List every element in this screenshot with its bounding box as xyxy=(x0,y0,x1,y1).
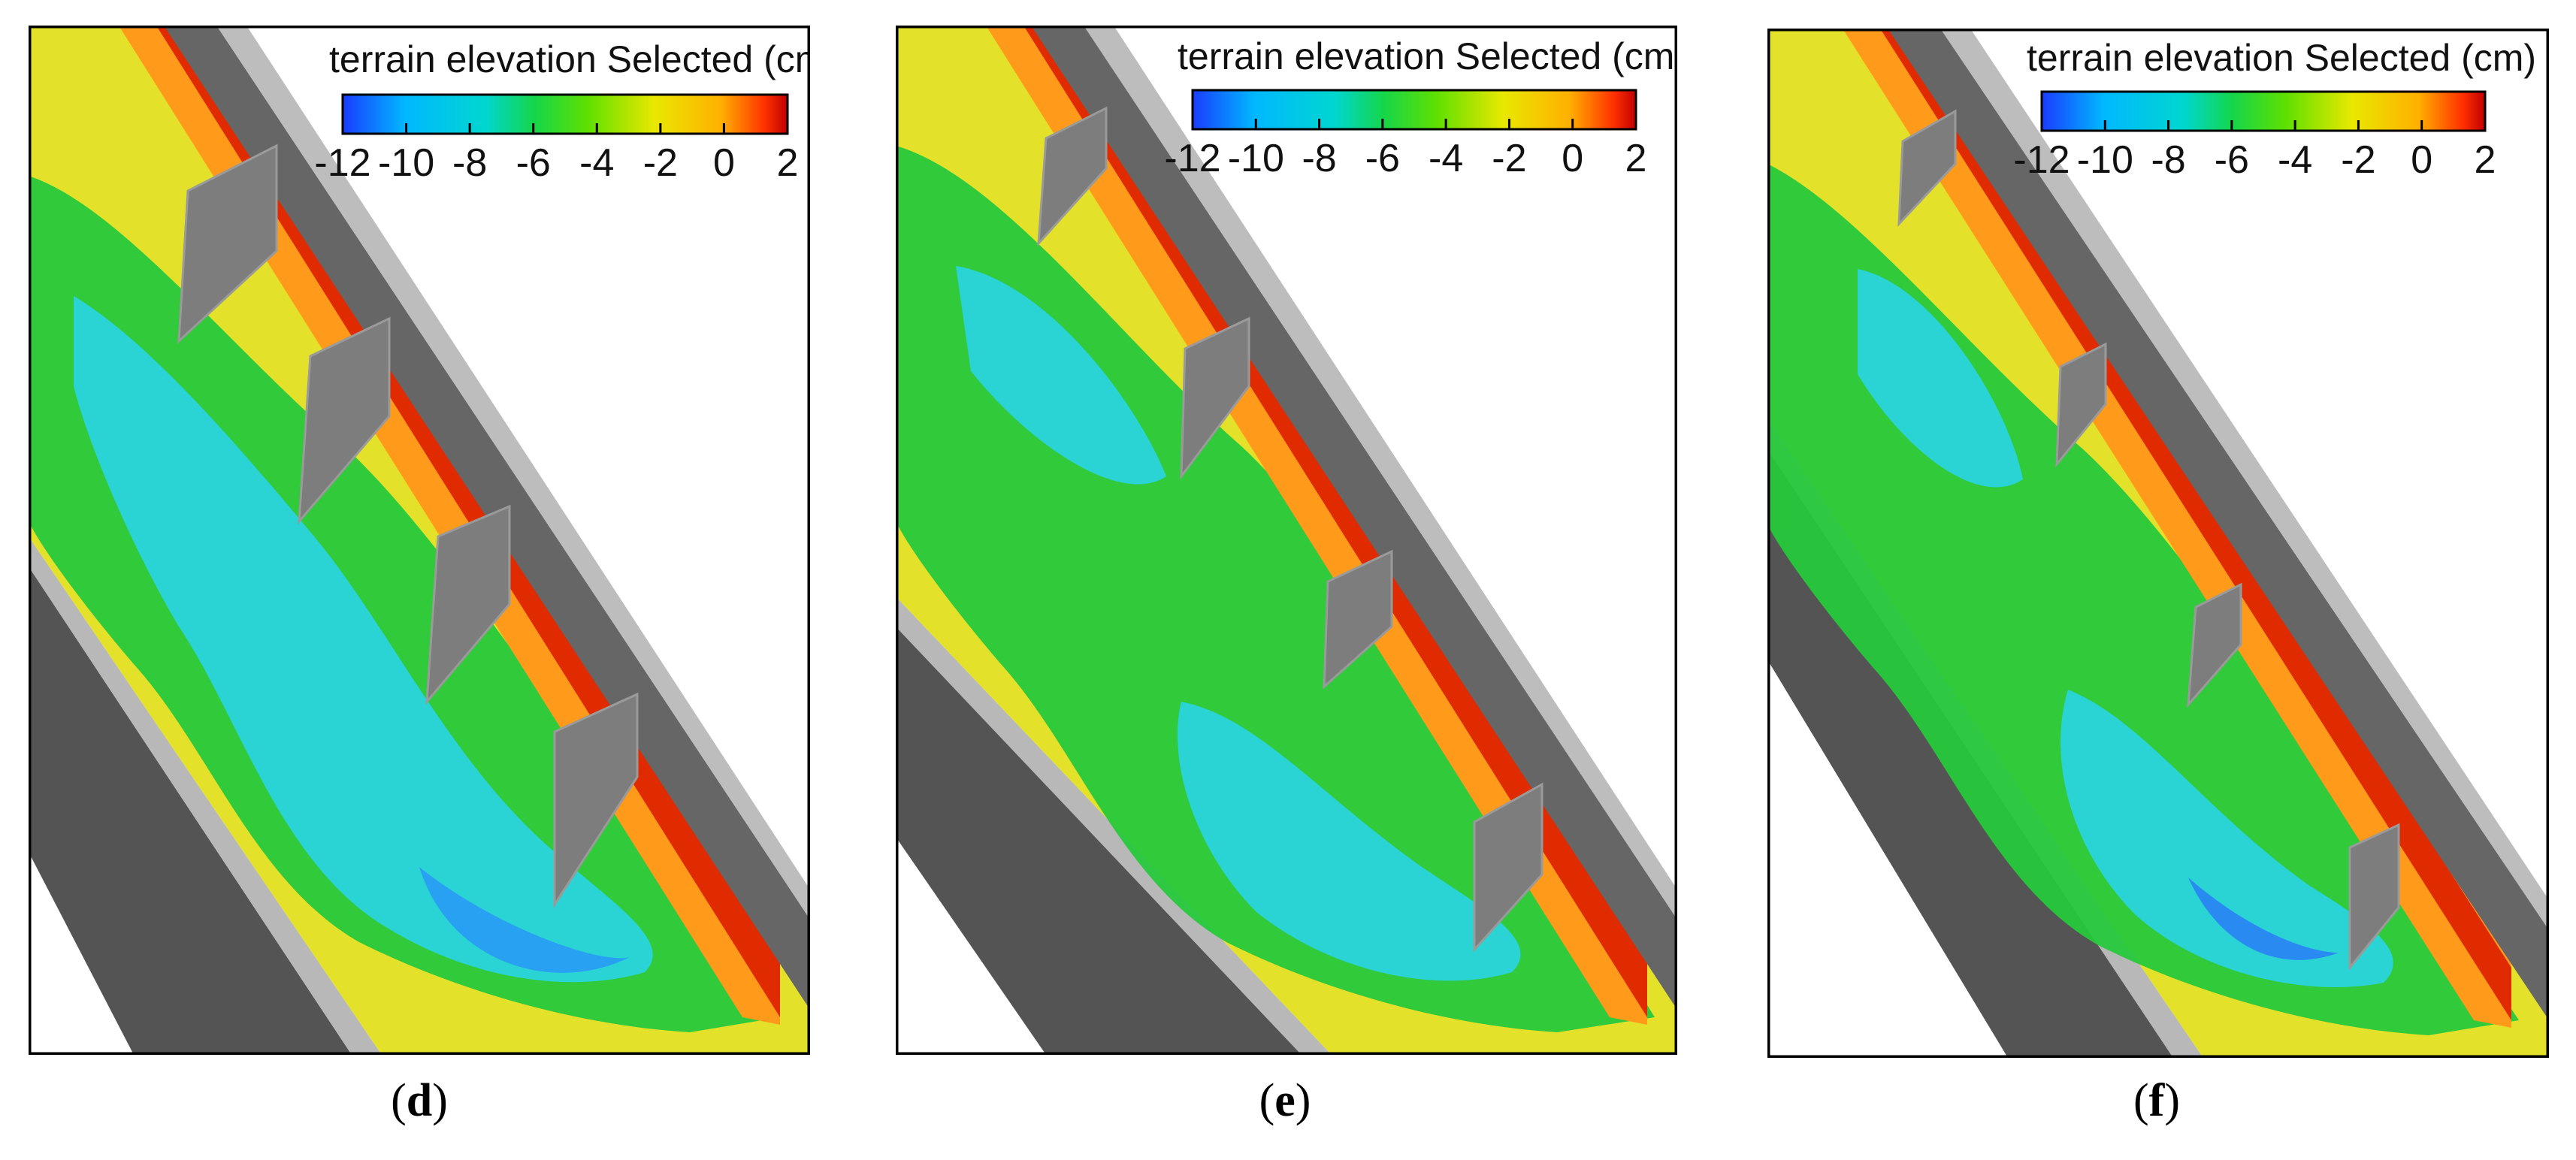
svg-text:terrain elevation Selected (cm: terrain elevation Selected (cm) xyxy=(1178,35,1677,77)
terrain-map-d: terrain elevation Selected (cm) -12 -10 -8… xyxy=(29,26,810,1055)
panel-f: terrain elevation Selected (cm) -12 -10 -8… xyxy=(1767,29,2549,1058)
colorbar-f: terrain elevation Selected (cm) -12 -10 -8… xyxy=(2013,37,2536,182)
colorbar-tick-label: -2 xyxy=(643,141,678,185)
colorbar-tick-label: -12 xyxy=(2013,138,2070,182)
colorbar-tick-label: -8 xyxy=(2151,138,2185,182)
colorbar-tick-label: 0 xyxy=(713,141,735,185)
caption-d: (d) xyxy=(391,1075,448,1126)
colorbar-tick-label: -4 xyxy=(579,141,614,185)
colorbar-ticks: -12 -10 -8 -6 -4 -2 0 2 xyxy=(2013,120,2496,182)
colorbar-tick-label: -10 xyxy=(378,141,434,185)
colorbar-tick-label: 0 xyxy=(1562,137,1583,180)
panel-d: terrain elevation Selected (cm) -12 -10 -8… xyxy=(29,26,810,1055)
colorbar-tick-label: 2 xyxy=(777,141,799,185)
colorbar-e: terrain elevation Selected (cm) -12 -10 -8… xyxy=(1164,35,1677,180)
colorbar-title: terrain elevation Selected (cm) xyxy=(329,38,810,80)
panel-e: terrain elevation Selected (cm) -12 -10 -8… xyxy=(896,26,1677,1055)
terrain-map-f: terrain elevation Selected (cm) -12 -10 -8… xyxy=(1767,29,2549,1058)
svg-text:terrain elevation Selected (cm: terrain elevation Selected (cm) xyxy=(2027,37,2536,79)
colorbar-tick-label: -2 xyxy=(1492,137,1526,180)
colorbar-tick-label: -12 xyxy=(1164,137,1220,180)
colorbar-tick-label: 0 xyxy=(2411,138,2432,182)
colorbar-tick-label: -6 xyxy=(2215,138,2249,182)
panel-frame xyxy=(29,26,810,1055)
colorbar-tick-label: -8 xyxy=(452,141,487,185)
colorbar-tick-label: -10 xyxy=(2077,138,2133,182)
colorbar-ticks: -12 -10 -8 -6 -4 -2 0 2 xyxy=(314,123,798,185)
colorbar-tick-label: 2 xyxy=(2475,138,2496,182)
colorbar-tick-label: -12 xyxy=(314,141,370,185)
colorbar-tick-label: -6 xyxy=(1365,137,1400,180)
colorbar-tick-label: 2 xyxy=(1625,137,1647,180)
colorbar-d: terrain elevation Selected (cm) -12 -10 -8… xyxy=(314,38,810,185)
colorbar-tick-label: -4 xyxy=(2278,138,2312,182)
caption-f: (f) xyxy=(2133,1075,2180,1126)
colorbar-tick-label: -2 xyxy=(2341,138,2375,182)
terrain-map-e: terrain elevation Selected (cm) -12 -10 -8… xyxy=(896,26,1677,1055)
baffle-shapes xyxy=(177,143,639,909)
colorbar-ticks: -12 -10 -8 -6 -4 -2 0 2 xyxy=(1164,119,1646,180)
caption-e: (e) xyxy=(1259,1075,1311,1126)
colorbar-tick-label: -6 xyxy=(516,141,551,185)
colorbar-tick-label: -10 xyxy=(1228,137,1284,180)
colorbar-tick-label: -4 xyxy=(1429,137,1463,180)
colorbar-tick-label: -8 xyxy=(1302,137,1336,180)
